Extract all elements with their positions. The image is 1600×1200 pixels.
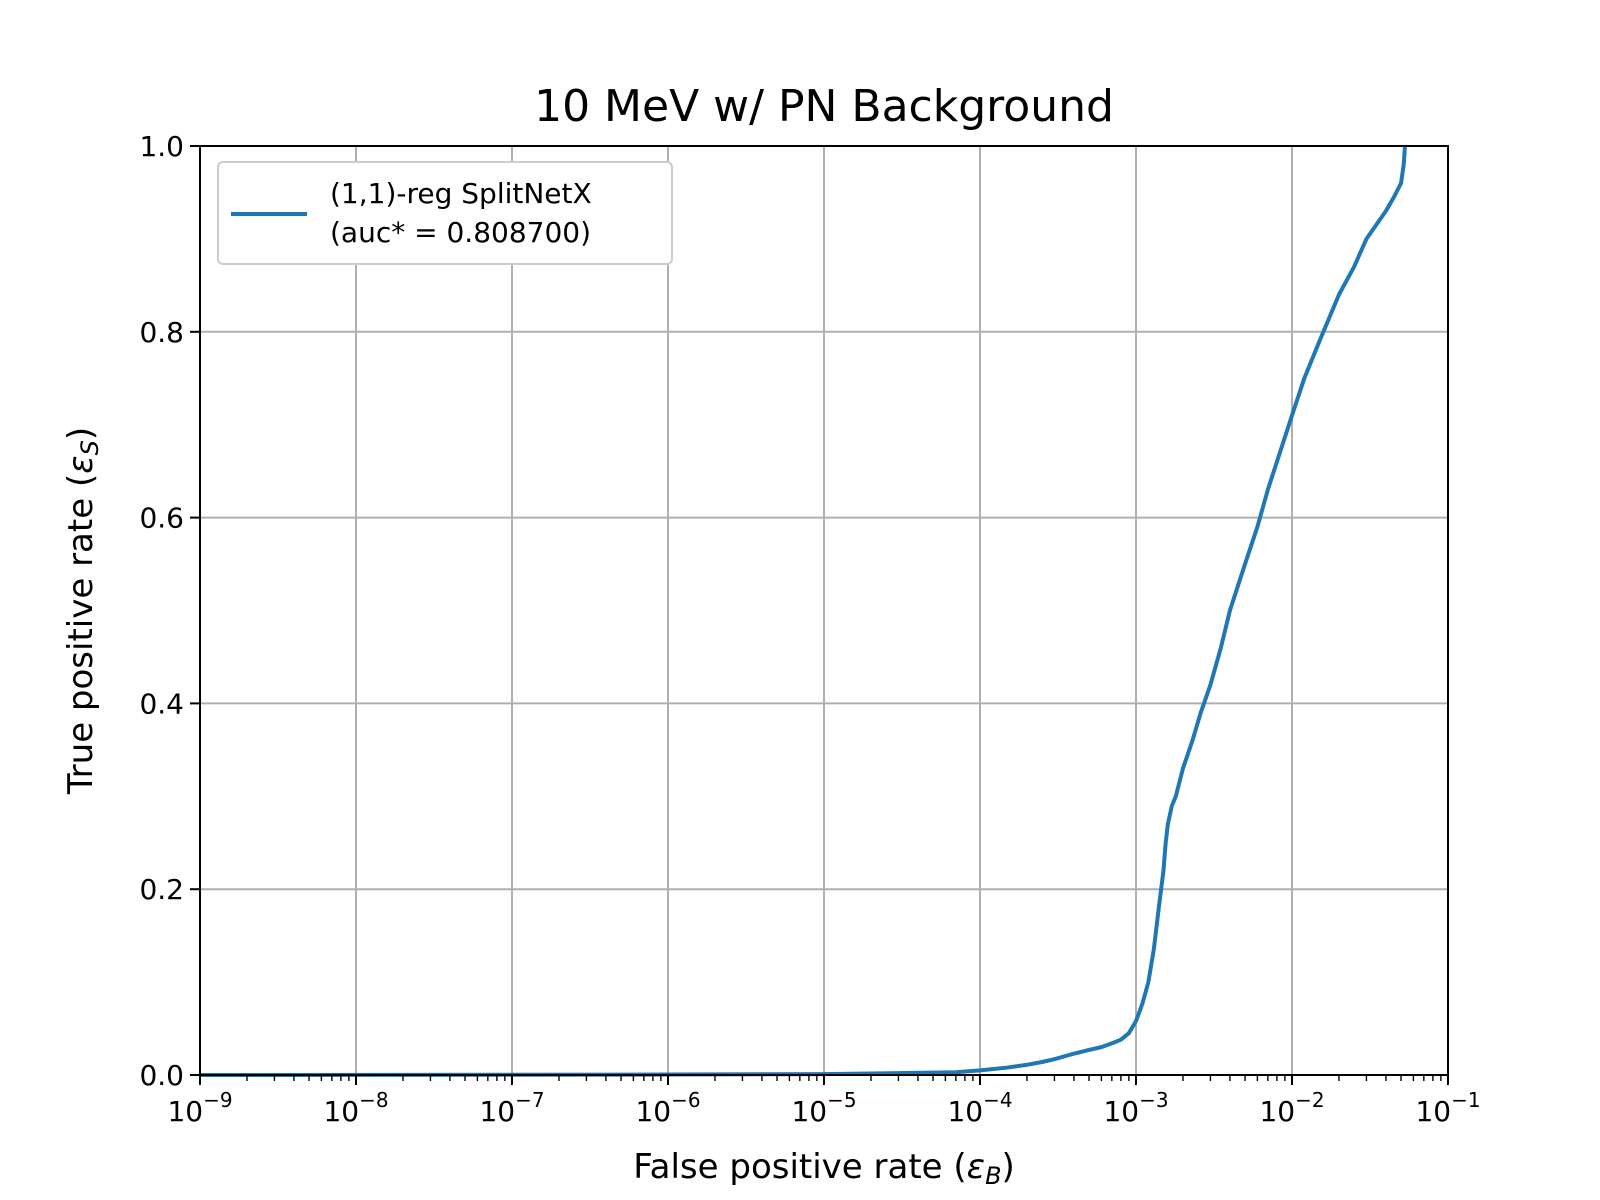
- y-axis-label-subscript: S: [76, 440, 104, 455]
- grid: [199, 145, 1449, 1076]
- y-tick-label: 0.4: [139, 687, 184, 720]
- legend: (1,1)-reg SplitNetX (auc* = 0.808700): [217, 161, 673, 265]
- legend-entry-name: (1,1)-reg SplitNetX: [330, 177, 592, 210]
- legend-box: [217, 161, 673, 265]
- y-tick-label: 0.8: [139, 316, 184, 349]
- y-tick-label: 0.6: [139, 502, 184, 535]
- x-tick-label: 10−9: [167, 1088, 232, 1128]
- x-tick-label: 10−3: [1103, 1088, 1168, 1128]
- y-axis-label-text: True positive rate (: [61, 474, 101, 795]
- y-axis-label: True positive rate (εS): [61, 427, 104, 795]
- legend-entry-auc: (auc* = 0.808700): [330, 216, 591, 249]
- x-axis-label-subscript: B: [985, 1162, 1001, 1190]
- x-tick-label: 10−1: [1415, 1088, 1480, 1128]
- x-tick-label: 10−7: [479, 1088, 544, 1128]
- x-tick-label: 10−6: [635, 1088, 700, 1128]
- y-axis-label-symbol: ε: [61, 455, 101, 473]
- x-axis-label: False positive rate (εB): [633, 1147, 1015, 1190]
- x-axis-label-text: False positive rate (: [633, 1147, 966, 1187]
- chart-title: 10 MeV w/ PN Background: [534, 81, 1114, 132]
- x-tick-label: 10−4: [947, 1088, 1012, 1128]
- ticks: 10−9 10−8 10−7 10−6 10−5 10−4 10−3 10−2 10−1 0.0 0…: [139, 130, 1480, 1128]
- y-axis-label-suffix: ): [61, 427, 101, 440]
- x-tick-label: 10−5: [791, 1088, 856, 1128]
- x-axis-label-suffix: ): [1002, 1147, 1015, 1187]
- y-tick-label: 0.2: [139, 873, 184, 906]
- series-layer: [199, 145, 1407, 1077]
- y-tick-label: 1.0: [139, 130, 184, 163]
- x-tick-label: 10−8: [323, 1088, 388, 1128]
- x-tick-label: 10−2: [1259, 1088, 1324, 1128]
- y-tick-label: 0.0: [139, 1059, 184, 1092]
- x-axis-label-symbol: ε: [967, 1147, 985, 1187]
- series-line-0: [199, 145, 1407, 1077]
